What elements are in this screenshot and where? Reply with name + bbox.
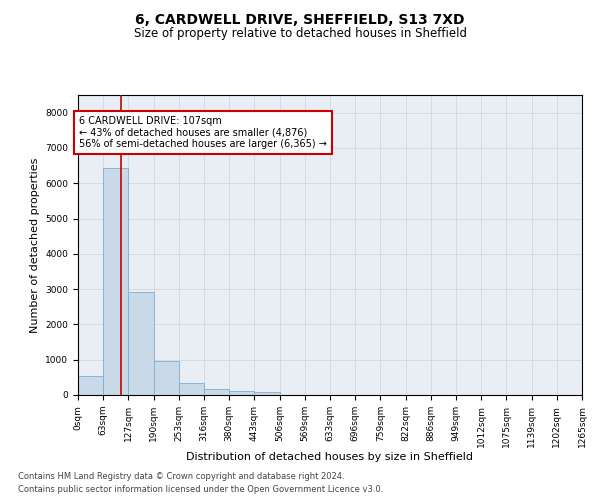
Text: Distribution of detached houses by size in Sheffield: Distribution of detached houses by size …	[187, 452, 473, 462]
Text: Contains HM Land Registry data © Crown copyright and database right 2024.: Contains HM Land Registry data © Crown c…	[18, 472, 344, 481]
Y-axis label: Number of detached properties: Number of detached properties	[30, 158, 40, 332]
Text: Contains public sector information licensed under the Open Government Licence v3: Contains public sector information licen…	[18, 485, 383, 494]
Bar	[179, 383, 204, 395]
Text: 6, CARDWELL DRIVE, SHEFFIELD, S13 7XD: 6, CARDWELL DRIVE, SHEFFIELD, S13 7XD	[135, 12, 465, 26]
Bar	[103, 168, 128, 395]
Bar	[204, 390, 229, 395]
Bar	[229, 391, 254, 395]
Text: Size of property relative to detached houses in Sheffield: Size of property relative to detached ho…	[133, 28, 467, 40]
Bar	[128, 292, 154, 395]
Text: 6 CARDWELL DRIVE: 107sqm
← 43% of detached houses are smaller (4,876)
56% of sem: 6 CARDWELL DRIVE: 107sqm ← 43% of detach…	[79, 116, 326, 150]
Bar	[254, 392, 280, 395]
Bar	[154, 361, 179, 395]
Bar	[78, 376, 103, 395]
